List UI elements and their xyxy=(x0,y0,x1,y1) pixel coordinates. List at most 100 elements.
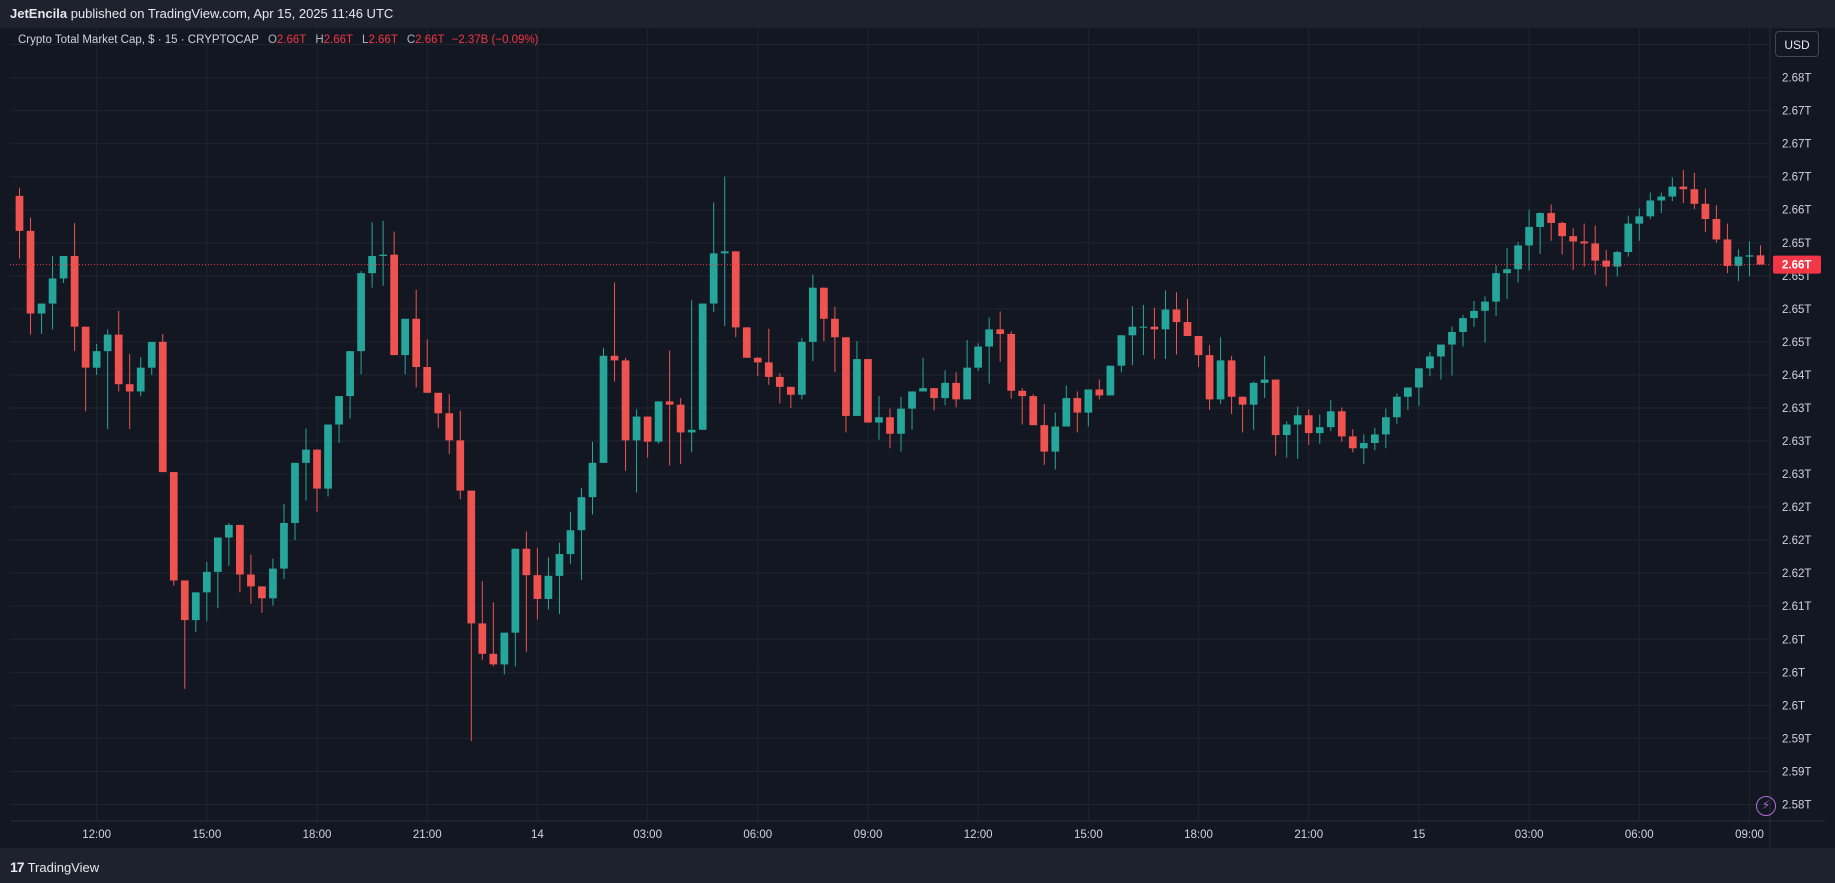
candle-body xyxy=(401,318,410,356)
candle-body xyxy=(1536,213,1544,227)
candle-body xyxy=(1470,310,1478,319)
candle-body xyxy=(92,351,101,368)
candle-body xyxy=(1569,236,1578,242)
candle-body xyxy=(511,548,520,633)
candle-body xyxy=(1723,239,1732,266)
candle-body xyxy=(1437,344,1445,357)
y-tick-label: 2.62T xyxy=(1782,502,1811,514)
candle-body xyxy=(775,376,784,387)
y-tick-label: 2.63T xyxy=(1782,436,1811,448)
candle-body xyxy=(70,255,79,327)
author-name[interactable]: JetEncila xyxy=(10,6,68,21)
candle-body xyxy=(313,449,321,489)
x-tick-label: 15:00 xyxy=(192,829,221,841)
candle-body xyxy=(687,429,696,433)
candle-body xyxy=(842,337,850,416)
candle-body xyxy=(709,253,718,304)
candle-body xyxy=(632,416,641,441)
y-tick-label: 2.65T xyxy=(1782,304,1811,316)
candle-body xyxy=(136,367,145,392)
brand-name: TradingView xyxy=(27,859,100,875)
candle-body xyxy=(665,401,674,405)
candle-body xyxy=(15,195,24,231)
candle-body xyxy=(919,388,927,392)
candle-body xyxy=(147,341,156,368)
candle-body xyxy=(786,386,795,395)
candle-body xyxy=(1481,301,1489,311)
candle-body xyxy=(1558,222,1567,237)
y-tick-label: 2.6T xyxy=(1782,634,1805,646)
x-tick-label: 06:00 xyxy=(743,829,772,841)
candle-body xyxy=(324,424,332,489)
chart-pane[interactable]: 2.58T 2.59T 2.59T 2.6T 2.6T 2.6T 2.61T 2.62T 2.6… xyxy=(10,28,1825,848)
candle-body xyxy=(191,592,200,621)
candle-body xyxy=(1547,213,1555,223)
candle-body xyxy=(81,326,90,368)
candle-body xyxy=(1492,273,1500,302)
candle-body xyxy=(1183,322,1192,336)
symbol-legend: Crypto Total Market Cap, $ · 15 · CRYPTO… xyxy=(18,34,539,46)
candle-body xyxy=(599,355,608,463)
y-tick-label: 2.63T xyxy=(1782,403,1811,415)
candle-body xyxy=(797,341,806,395)
candle-body xyxy=(1514,245,1522,270)
candle-body xyxy=(1448,331,1456,345)
candle-body xyxy=(202,571,211,593)
candle-body xyxy=(753,357,762,363)
candle-body xyxy=(478,623,487,654)
y-tick-label: 2.65T xyxy=(1782,337,1811,349)
open-value: 2.66T xyxy=(276,34,307,46)
x-tick-label: 09:00 xyxy=(1735,829,1764,841)
candle-body xyxy=(1205,355,1214,400)
candle-body xyxy=(1745,255,1754,257)
symbol-description[interactable]: Crypto Total Market Cap, $ · 15 · CRYPTO… xyxy=(18,34,259,46)
candle-body xyxy=(941,382,949,399)
candle-body xyxy=(59,255,68,279)
candle-body xyxy=(555,554,564,576)
candle-body xyxy=(1293,415,1302,425)
x-tick-label: 21:00 xyxy=(1294,829,1323,841)
y-tick-label: 2.6T xyxy=(1782,700,1805,712)
candle-body xyxy=(566,530,575,555)
candle-body xyxy=(1415,368,1423,388)
brand[interactable]: 17 TradingView xyxy=(10,859,99,875)
candle-body xyxy=(864,359,872,423)
candle-body xyxy=(720,251,729,254)
candle-body xyxy=(1591,243,1600,261)
candle-body xyxy=(1459,318,1467,332)
candle-body xyxy=(1712,218,1721,240)
y-tick-label: 2.59T xyxy=(1782,733,1811,745)
candle-body xyxy=(522,548,531,576)
y-tick-label: 2.62T xyxy=(1782,535,1811,547)
candle-body xyxy=(577,497,586,531)
candle-body xyxy=(103,334,112,352)
candle-body xyxy=(676,404,685,433)
candle-body xyxy=(1117,335,1126,366)
y-tick-label: 2.64T xyxy=(1782,370,1811,382)
candle-body xyxy=(963,367,971,400)
candle-body xyxy=(1370,434,1379,444)
candle-body xyxy=(1084,389,1093,413)
candlestick-chart[interactable]: 2.58T 2.59T 2.59T 2.6T 2.6T 2.6T 2.61T 2.62T 2.6… xyxy=(10,28,1825,848)
currency-button[interactable]: USD xyxy=(1775,31,1819,57)
y-tick-label: 2.59T xyxy=(1782,766,1811,778)
candle-body xyxy=(1106,365,1115,396)
candle-body xyxy=(610,355,619,361)
candle-body xyxy=(930,388,938,399)
candle-body xyxy=(1503,269,1511,274)
x-tick-label: 18:00 xyxy=(1184,829,1213,841)
candle-body xyxy=(996,329,1005,334)
candle-body xyxy=(1613,252,1622,267)
candle-body xyxy=(1051,426,1060,452)
low-value: 2.66T xyxy=(368,34,398,46)
lightning-bolt-icon[interactable]: ⚡ xyxy=(1756,796,1776,816)
candle-body xyxy=(1172,309,1181,323)
candle-body xyxy=(1018,390,1027,397)
candle-body xyxy=(974,346,983,368)
y-tick-label: 2.67T xyxy=(1782,139,1811,151)
y-tick-label: 2.62T xyxy=(1782,568,1811,580)
x-tick-label: 18:00 xyxy=(303,829,332,841)
candle-body xyxy=(1426,356,1434,369)
candle-body xyxy=(158,341,167,473)
candle-body xyxy=(114,334,123,385)
